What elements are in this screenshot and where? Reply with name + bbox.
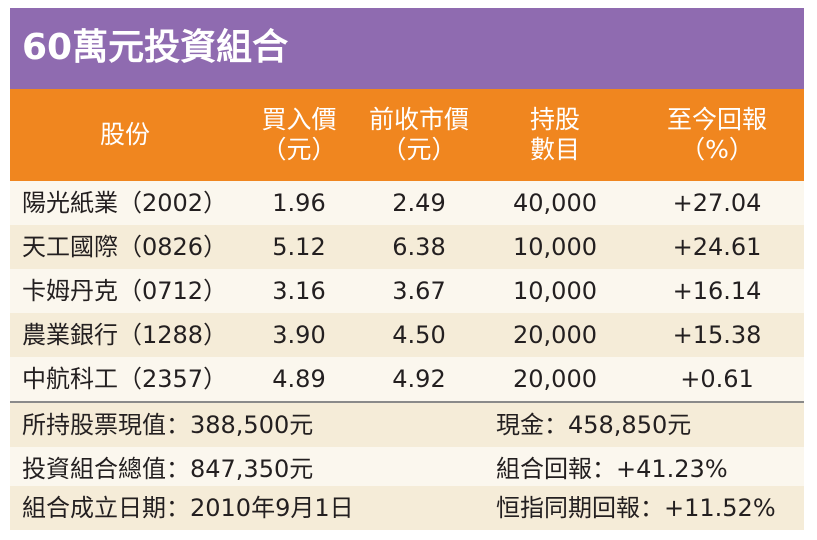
cell-buy-price: 3.90 [272, 321, 326, 349]
cell-return: +15.38 [672, 321, 762, 349]
portfolio-return: 組合回報：+41.23% [496, 455, 728, 483]
cell-shares: 20,000 [513, 365, 597, 393]
table-row: 陽光紙業（2002） 1.96 2.49 40,000 +27.04 [10, 181, 804, 225]
header-return-line1: 至今回報 [666, 105, 767, 134]
table-row: 卡姆丹克（0712） 3.16 3.67 10,000 +16.14 [10, 269, 804, 313]
cell-prev-close: 4.92 [392, 365, 446, 393]
cell-stock: 農業銀行（1288） [22, 321, 228, 349]
cell-buy-price: 1.96 [272, 189, 326, 217]
table-row: 天工國際（0826） 5.12 6.38 10,000 +24.61 [10, 225, 804, 269]
cell-buy-price: 4.89 [272, 365, 326, 393]
total-value: 投資組合總值：847,350元 [22, 455, 314, 483]
cell-return: +16.14 [672, 277, 762, 305]
header-stock-label: 股份 [99, 120, 150, 149]
summary-row: 投資組合總值：847,350元 組合回報：+41.23% [10, 447, 804, 491]
header-shares-held: 持股 數目 [480, 89, 630, 181]
cash-value: 現金：458,850元 [496, 411, 692, 439]
cell-stock: 陽光紙業（2002） [22, 189, 228, 217]
table-row: 農業銀行（1288） 3.90 4.50 20,000 +15.38 [10, 313, 804, 357]
cell-shares: 20,000 [513, 321, 597, 349]
header-return-line2: （%） [680, 135, 754, 164]
cell-prev-close: 6.38 [392, 233, 446, 261]
cell-stock: 中航科工（2357） [22, 365, 228, 393]
cell-return: +24.61 [672, 233, 762, 261]
cell-shares: 10,000 [513, 233, 597, 261]
cell-shares: 40,000 [513, 189, 597, 217]
cell-prev-close: 3.67 [392, 277, 446, 305]
cell-shares: 10,000 [513, 277, 597, 305]
title-bar: 60萬元投資組合 [10, 8, 804, 89]
cell-prev-close: 2.49 [392, 189, 446, 217]
hsi-return: 恒指同期回報：+11.52% [496, 494, 776, 522]
header-buy-price-line1: 買入價 [261, 105, 337, 134]
header-shares-held-line2: 數目 [529, 135, 580, 164]
inception-date: 組合成立日期：2010年9月1日 [22, 494, 354, 522]
cell-stock: 天工國際（0826） [22, 233, 228, 261]
header-buy-price: 買入價 （元） [240, 89, 358, 181]
summary-row: 所持股票現值：388,500元 現金：458,850元 [10, 403, 804, 447]
cell-return: +27.04 [672, 189, 762, 217]
summary-row: 組合成立日期：2010年9月1日 恒指同期回報：+11.52% [10, 486, 804, 530]
table-header: 股份 買入價 （元） 前收市價 （元） 持股 數目 至今回報 （%） [10, 89, 804, 181]
page-title: 60萬元投資組合 [22, 27, 289, 68]
cell-return: +0.61 [680, 365, 754, 393]
header-return: 至今回報 （%） [630, 89, 804, 181]
header-shares-held-line1: 持股 [529, 105, 580, 134]
cell-buy-price: 5.12 [272, 233, 326, 261]
header-prev-close: 前收市價 （元） [358, 89, 480, 181]
cell-prev-close: 4.50 [392, 321, 446, 349]
summary-divider [10, 401, 804, 403]
header-prev-close-line2: （元） [381, 135, 457, 164]
header-prev-close-line1: 前收市價 [368, 105, 469, 134]
table-row: 中航科工（2357） 4.89 4.92 20,000 +0.61 [10, 357, 804, 401]
portfolio-card: 60萬元投資組合 股份 買入價 （元） 前收市價 （元） 持股 數目 至今回報 … [10, 8, 804, 530]
cell-buy-price: 3.16 [272, 277, 326, 305]
header-buy-price-line2: （元） [261, 135, 337, 164]
held-value: 所持股票現值：388,500元 [22, 411, 314, 439]
cell-stock: 卡姆丹克（0712） [22, 277, 228, 305]
header-stock: 股份 [10, 89, 240, 181]
